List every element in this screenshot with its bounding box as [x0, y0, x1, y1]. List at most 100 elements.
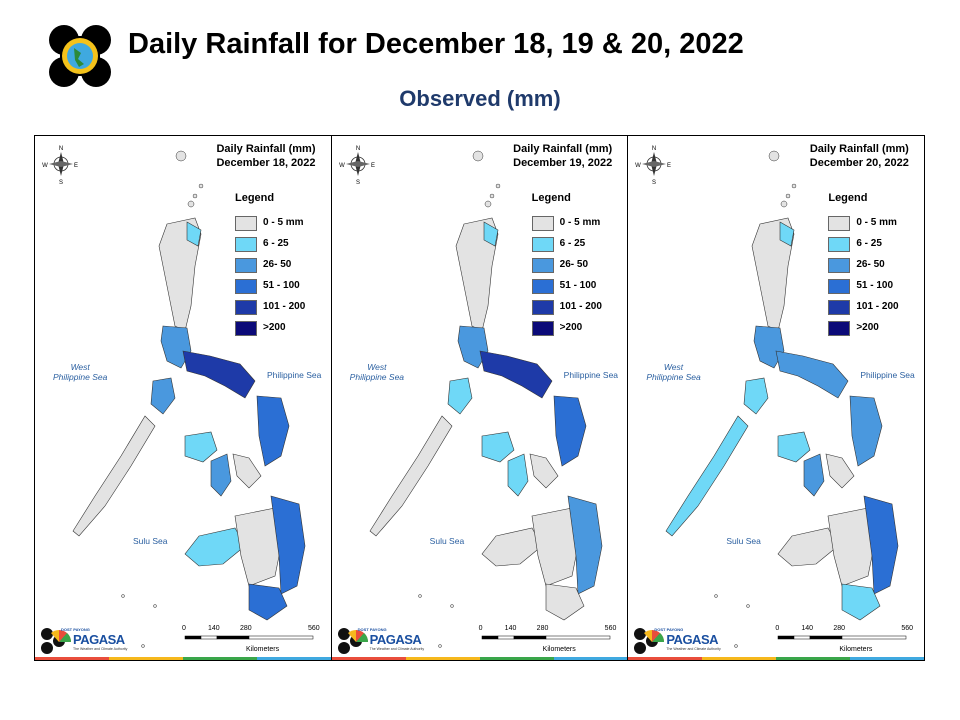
svg-text:S: S [356, 180, 360, 186]
pagasa-tagline: The Weather and Climate Authority [73, 647, 128, 651]
scale-bar [481, 635, 610, 640]
legend-label: 101 - 200 [559, 301, 602, 312]
svg-text:E: E [667, 163, 671, 169]
philippines-map: N S E W [42, 146, 314, 648]
region-central-luzon [457, 325, 488, 369]
svg-text:S: S [59, 180, 63, 186]
scale-tick-label: 280 [833, 625, 846, 632]
legend-swatch [828, 216, 851, 231]
region-mindanao-south [248, 583, 288, 621]
region-luzon-ne-coast [186, 221, 202, 247]
sea-label-west-philippine-sea: West Philippine Sea [53, 362, 108, 382]
panel-title: Daily Rainfall (mm) December 20, 2022 [798, 142, 920, 170]
legend-label: 6 - 25 [263, 238, 289, 249]
pagasa-wordmark: PAGASA [666, 632, 718, 647]
svg-text:N: N [356, 146, 360, 152]
scale-tick-label: 140 [504, 625, 517, 632]
scale-tick-label: 280 [240, 625, 252, 632]
legend-swatch [828, 300, 851, 315]
legend-label: 0 - 5 mm [263, 217, 304, 228]
region-palawan [72, 415, 156, 537]
region-mindanao-south [545, 583, 585, 621]
region-mindanao-west [777, 527, 839, 567]
legend-swatch [235, 237, 257, 252]
svg-text:N: N [59, 146, 63, 152]
svg-text:W: W [636, 163, 642, 169]
sea-label-sulu-sea: Sulu Sea [726, 536, 761, 546]
brand-stripe [553, 657, 628, 660]
region-cebu-bohol [232, 453, 262, 489]
legend-label: 6 - 25 [559, 238, 586, 249]
scale-bar [184, 635, 314, 640]
sea-label-philippine-sea: Philippine Sea [563, 370, 619, 380]
scale-bar [778, 635, 907, 640]
panel-date: December 18, 2022 [216, 157, 316, 169]
map-panel-dec-18: N S E W Daily Rainfall (mm) December 18, 20… [35, 136, 332, 660]
region-panay [184, 431, 218, 463]
brand-stripe [35, 657, 109, 660]
brand-stripe [331, 657, 406, 660]
pagasa-wordmark: PAGASA [369, 632, 422, 647]
map-panel-dec-20: N S E W Daily Rainfall (mm) December 20, 20… [628, 136, 925, 660]
region-samar-leyte [850, 395, 883, 467]
pagasa-wordmark: PAGASA [73, 632, 125, 647]
pagasa-emblem-icon [634, 628, 665, 654]
region-mindanao-east [270, 495, 306, 595]
region-palawan [369, 415, 453, 537]
legend-swatch [531, 321, 554, 336]
legend-label: >200 [263, 322, 286, 333]
panel-title: Daily Rainfall (mm) December 18, 2022 [205, 142, 327, 170]
brand-stripe [405, 657, 480, 660]
pagasa-logo: DOST PAYONG PAGASA The Weather and Climate… [39, 624, 128, 656]
region-mindoro [744, 377, 769, 415]
scale-tick-label: 560 [901, 625, 914, 632]
legend-swatch [531, 237, 554, 252]
region-bicol [479, 350, 553, 399]
brand-stripe [850, 657, 925, 660]
legend-swatch [235, 321, 257, 336]
brand-stripe [628, 657, 703, 660]
brand-stripe [109, 657, 183, 660]
panel-title-line1: Daily Rainfall (mm) [216, 143, 316, 155]
region-mindanao-west [481, 527, 543, 567]
region-mindanao-south [842, 583, 881, 621]
legend-label: 51 - 100 [263, 280, 300, 291]
brand-stripe [183, 657, 257, 660]
svg-text:E: E [74, 163, 78, 169]
scale-tick-label: 280 [536, 625, 549, 632]
svg-text:W: W [42, 163, 48, 169]
map-panel-dec-19: N S E W Daily Rainfall (mm) December 19, 20… [331, 136, 629, 660]
scale-tick-label: 140 [801, 625, 814, 632]
philippines-map: N S E W [339, 146, 610, 648]
region-central-luzon [754, 325, 785, 369]
legend-label: 0 - 5 mm [559, 217, 601, 228]
pagasa-emblem-icon [337, 628, 368, 654]
sea-label-sulu-sea: Sulu Sea [429, 536, 465, 546]
compass-rose-icon: N S E W [339, 146, 375, 186]
pagasa-logo: DOST PAYONG PAGASA The Weather and Climate… [336, 624, 425, 656]
legend-label: 101 - 200 [263, 301, 306, 312]
scale-unit-label: Kilometers [542, 646, 576, 653]
legend-label: >200 [559, 322, 583, 333]
region-mindoro [150, 377, 176, 415]
philippines-map: N S E W [636, 146, 907, 648]
compass-rose-icon: N S E W [636, 146, 672, 186]
legend-swatch [531, 258, 554, 273]
region-mindanao-west [184, 527, 246, 567]
brand-stripe [776, 657, 851, 660]
page-title: Daily Rainfall for December 18, 19 & 20,… [128, 28, 744, 60]
legend-title: Legend [235, 192, 275, 204]
pagasa-small-text: DOST PAYONG [357, 627, 387, 632]
region-panay [481, 431, 515, 463]
region-palawan [665, 415, 749, 537]
scale-unit-label: Kilometers [246, 646, 280, 653]
brand-stripe [257, 657, 331, 660]
region-mindanao-east [863, 495, 899, 595]
region-mindanao-east [567, 495, 602, 595]
sea-label-sulu-sea: Sulu Sea [133, 536, 168, 546]
map-panels: N S E W Daily Rainfall (mm) December 18, 20… [34, 135, 925, 661]
scale-tick-label: 0 [478, 625, 483, 632]
pagasa-tagline: The Weather and Climate Authority [369, 647, 425, 651]
page-subtitle: Observed (mm) [399, 86, 561, 111]
pagasa-small-text: DOST PAYONG [654, 627, 684, 632]
